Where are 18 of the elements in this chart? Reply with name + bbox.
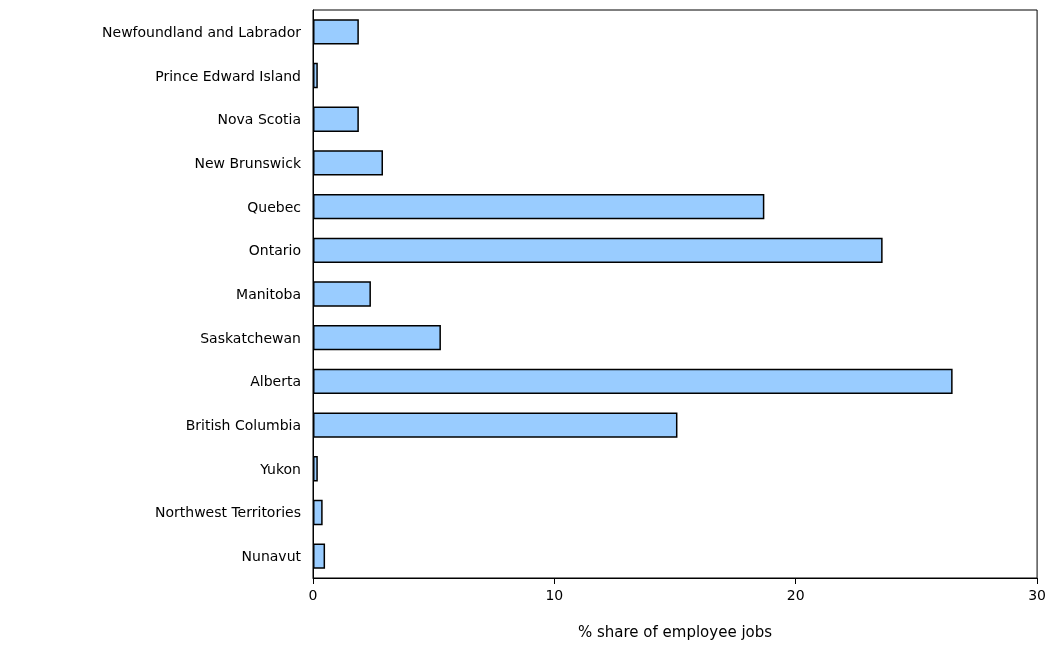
- y-tick-label: Quebec: [247, 198, 301, 215]
- y-tick-label: Nunavut: [241, 548, 302, 565]
- y-tick-label: Prince Edward Island: [155, 67, 301, 84]
- y-tick-label: Saskatchewan: [200, 329, 301, 346]
- x-tick-label: 0: [308, 587, 318, 603]
- y-tick-label: Alberta: [250, 373, 301, 390]
- y-tick-label: Newfoundland and Labrador: [102, 23, 302, 40]
- x-tick-label: 30: [1028, 587, 1047, 603]
- y-tick-label: British Columbia: [185, 417, 301, 434]
- y-tick-label: Ontario: [248, 242, 301, 259]
- x-axis-title: % share of employee jobs: [578, 622, 773, 641]
- y-tick-label: Northwest Territories: [154, 504, 301, 521]
- y-tick-label: New Brunswick: [194, 154, 302, 171]
- x-tick-label: 10: [545, 587, 564, 603]
- y-tick-label: Manitoba: [236, 286, 301, 302]
- y-tick-label: Yukon: [259, 460, 301, 477]
- x-tick-label: 20: [786, 587, 805, 603]
- y-tick-label: Nova Scotia: [217, 111, 301, 128]
